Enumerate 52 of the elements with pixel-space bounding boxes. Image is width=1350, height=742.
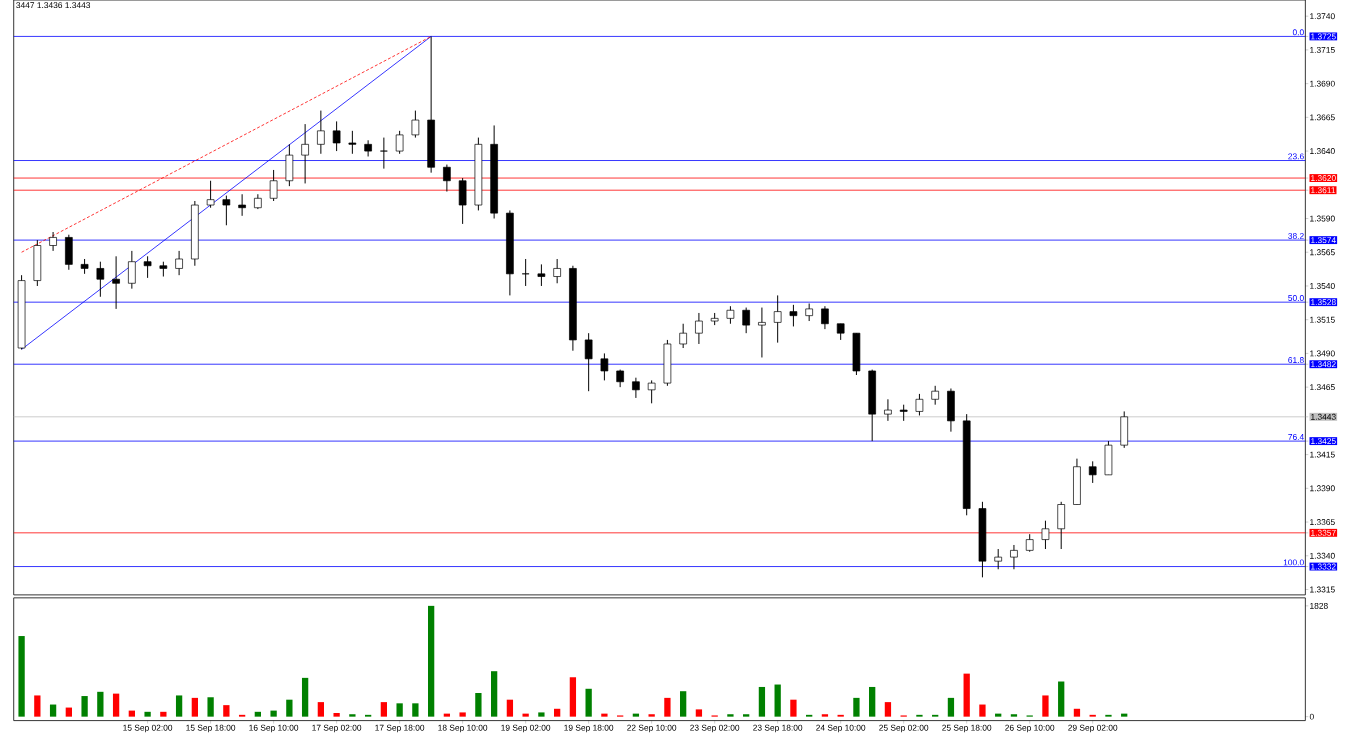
annotation: 50.0 xyxy=(1288,294,1304,301)
y-tick-label: 1.3332 xyxy=(1311,563,1336,570)
x-tick-label: 24 Sep 10:00 xyxy=(816,724,866,733)
y-tick-label: 1.3665 xyxy=(1310,114,1335,121)
y-tick-label: 1.3390 xyxy=(1310,485,1335,492)
y-tick-label: 1.3465 xyxy=(1310,384,1335,390)
y-tick-label: 1.3620 xyxy=(1311,174,1336,181)
y-tick-label: 1.3482 xyxy=(1311,361,1336,367)
y-tick-label: 1.3340 xyxy=(1310,552,1335,559)
chart-title: 3447 1.3436 1.3443 xyxy=(16,1,91,8)
y-tick-label: 1.3357 xyxy=(1311,529,1336,536)
y-tick-label: 1.3611 xyxy=(1311,187,1336,193)
x-tick-label: 19 Sep 18:00 xyxy=(564,724,614,733)
y-tick-label: 1.3574 xyxy=(1311,236,1336,243)
annotation: 23.6 xyxy=(1288,153,1304,160)
x-tick-label: 29 Sep 02:00 xyxy=(1068,724,1118,733)
annotation: 76.4 xyxy=(1288,433,1304,440)
x-tick-label: 19 Sep 02:00 xyxy=(501,724,551,733)
y-tick-label: 1.3725 xyxy=(1311,33,1336,40)
annotation: 0.0 xyxy=(1292,29,1304,36)
y-tick-label: 1.3315 xyxy=(1310,586,1335,593)
y-tick-label: 1.3565 xyxy=(1310,249,1335,256)
y-tick-label: 1.3690 xyxy=(1310,80,1335,87)
annotation: 38.2 xyxy=(1288,232,1304,239)
y-tick-label: 0 xyxy=(1309,713,1314,720)
y-tick-label: 1.3640 xyxy=(1310,147,1335,154)
x-tick-label: 15 Sep 02:00 xyxy=(123,724,173,733)
y-tick-label: 1.3590 xyxy=(1310,215,1335,222)
x-tick-label: 22 Sep 10:00 xyxy=(627,724,677,733)
y-tick-label: 1.3490 xyxy=(1310,350,1335,357)
x-tick-label: 15 Sep 18:00 xyxy=(186,724,236,733)
x-tick-label: 17 Sep 18:00 xyxy=(375,724,425,733)
y-tick-label: 1828 xyxy=(1310,602,1328,609)
x-tick-label: 17 Sep 02:00 xyxy=(312,724,362,733)
y-tick-label: 1.3528 xyxy=(1311,299,1336,305)
y-tick-label: 1.3715 xyxy=(1310,46,1335,53)
x-tick-label: 23 Sep 02:00 xyxy=(690,724,740,733)
y-tick-label: 1.3740 xyxy=(1310,13,1335,19)
annotation: 100.0 xyxy=(1283,559,1304,566)
y-tick-label: 1.3365 xyxy=(1310,518,1335,525)
x-tick-label: 23 Sep 18:00 xyxy=(753,724,803,733)
x-tick-label: 18 Sep 10:00 xyxy=(438,724,488,733)
x-tick-label: 16 Sep 10:00 xyxy=(249,724,299,733)
annotation: 61.8 xyxy=(1288,356,1304,363)
x-tick-label: 26 Sep 10:00 xyxy=(1005,724,1055,733)
y-tick-label: 1.3515 xyxy=(1310,316,1335,323)
x-tick-label: 25 Sep 18:00 xyxy=(942,724,992,733)
y-tick-label: 1.3425 xyxy=(1311,437,1336,444)
y-tick-label: 1.3443 xyxy=(1311,413,1336,420)
y-tick-label: 1.3415 xyxy=(1310,451,1335,458)
y-tick-label: 1.3540 xyxy=(1310,282,1335,289)
x-tick-label: 25 Sep 02:00 xyxy=(879,724,929,733)
